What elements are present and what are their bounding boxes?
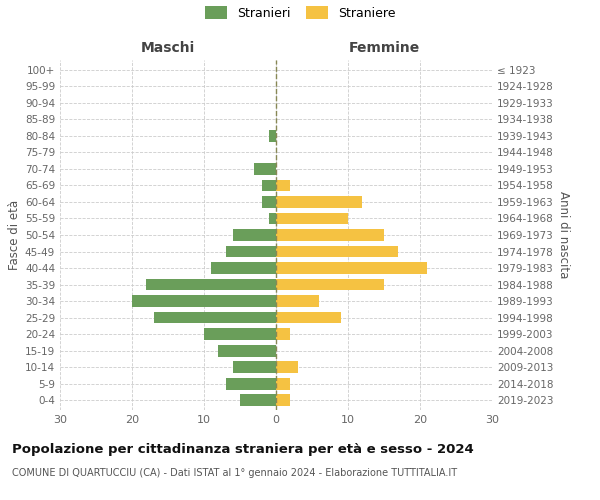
- Bar: [240, 394, 276, 406]
- Y-axis label: Anni di nascita: Anni di nascita: [557, 192, 570, 278]
- Bar: [276, 378, 290, 390]
- Bar: [262, 180, 276, 192]
- Bar: [154, 312, 276, 324]
- Legend: Stranieri, Straniere: Stranieri, Straniere: [205, 6, 395, 20]
- Bar: [276, 196, 362, 208]
- Bar: [276, 246, 398, 258]
- Bar: [226, 246, 276, 258]
- Bar: [146, 278, 276, 290]
- Y-axis label: Fasce di età: Fasce di età: [8, 200, 21, 270]
- Bar: [269, 212, 276, 224]
- Bar: [276, 295, 319, 307]
- Text: Popolazione per cittadinanza straniera per età e sesso - 2024: Popolazione per cittadinanza straniera p…: [12, 442, 474, 456]
- Bar: [276, 361, 298, 373]
- Bar: [233, 229, 276, 241]
- Bar: [233, 361, 276, 373]
- Bar: [262, 196, 276, 208]
- Bar: [254, 163, 276, 175]
- Bar: [269, 130, 276, 142]
- Bar: [276, 328, 290, 340]
- Bar: [132, 295, 276, 307]
- Bar: [276, 212, 348, 224]
- Text: COMUNE DI QUARTUCCIU (CA) - Dati ISTAT al 1° gennaio 2024 - Elaborazione TUTTITA: COMUNE DI QUARTUCCIU (CA) - Dati ISTAT a…: [12, 468, 457, 477]
- Bar: [276, 312, 341, 324]
- Bar: [211, 262, 276, 274]
- Bar: [218, 344, 276, 356]
- Bar: [204, 328, 276, 340]
- Bar: [226, 378, 276, 390]
- Bar: [276, 229, 384, 241]
- Bar: [276, 262, 427, 274]
- Bar: [276, 278, 384, 290]
- Bar: [276, 180, 290, 192]
- Text: Maschi: Maschi: [141, 41, 195, 55]
- Bar: [276, 394, 290, 406]
- Text: Femmine: Femmine: [349, 41, 419, 55]
